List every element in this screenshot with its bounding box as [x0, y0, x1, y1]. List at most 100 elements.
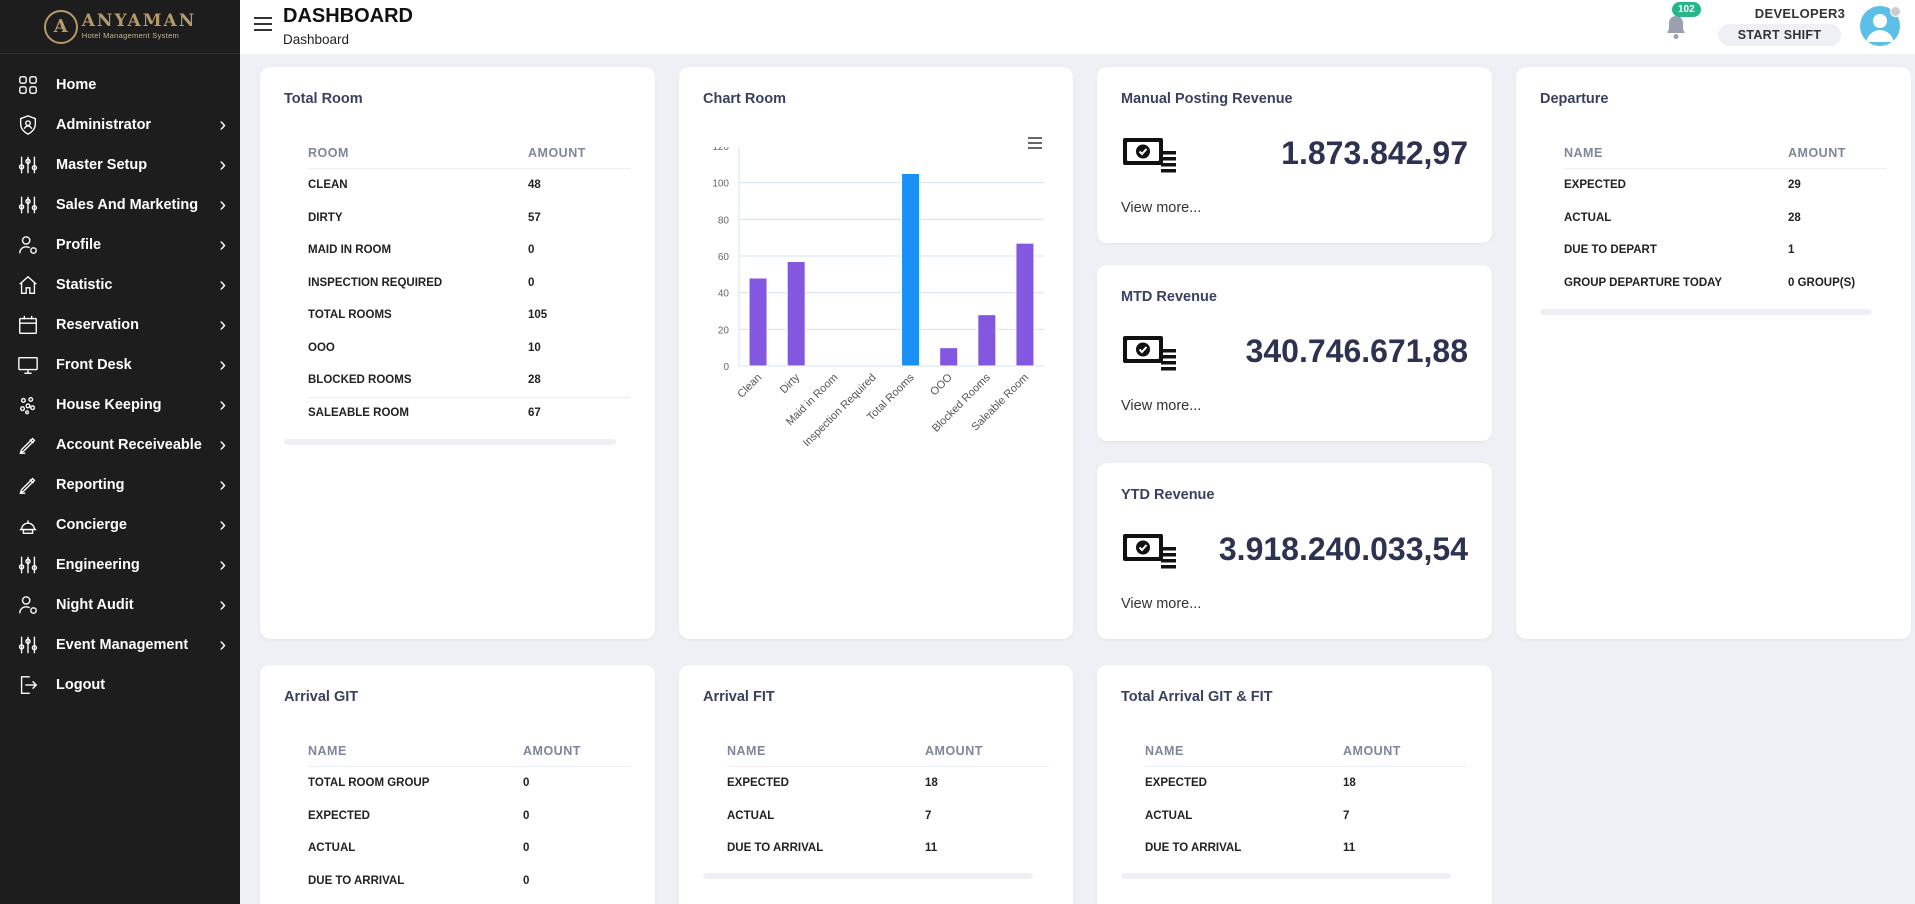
- sidebar-item-master-setup[interactable]: Master Setup ›: [0, 145, 240, 185]
- y-tick-label: 80: [718, 215, 730, 226]
- sidebar-item-label: Front Desk: [56, 357, 132, 373]
- sidebar-item-event-management[interactable]: Event Management ›: [0, 625, 240, 665]
- sidebar-item-reporting[interactable]: Reporting ›: [0, 465, 240, 505]
- row-amount: 0: [523, 842, 530, 855]
- money-check-icon: [1123, 534, 1176, 569]
- sidebar-item-label: Engineering: [56, 557, 140, 573]
- bar-saleable-room[interactable]: [1015, 242, 1035, 367]
- notification-bell-icon[interactable]: [1664, 14, 1688, 40]
- sidebar-item-home[interactable]: Home: [0, 65, 240, 105]
- money-check-icon: [1123, 336, 1176, 371]
- monitor-icon: [16, 353, 40, 377]
- row-label: TOTAL ROOMS: [308, 309, 392, 322]
- row-amount: 0 GROUP(S): [1788, 276, 1856, 289]
- row-amount: 1: [1788, 244, 1795, 257]
- row-amount: 7: [1343, 809, 1350, 822]
- table-row: TOTAL ROOM GROUP 0: [308, 767, 630, 800]
- breadcrumb: Dashboard: [283, 32, 350, 47]
- table-row: EXPECTED 29: [1564, 169, 1886, 202]
- home-grid-icon: [16, 73, 40, 97]
- top-header: DASHBOARD Dashboard 102 DEVELOPER3 START…: [240, 0, 1915, 54]
- page-title: DASHBOARD: [283, 5, 413, 27]
- table-header: NAME AMOUNT: [1145, 735, 1467, 767]
- horizontal-scrollbar[interactable]: [1121, 873, 1451, 879]
- hamburger-menu-icon[interactable]: [254, 17, 272, 31]
- arrival-git-card: Arrival GIT NAME AMOUNT TOTAL ROOM GROUP…: [260, 665, 655, 904]
- sidebar-item-administrator[interactable]: Administrator ›: [0, 105, 240, 145]
- table-row: INSPECTION REQUIRED 0: [308, 267, 630, 300]
- table-row: ACTUAL 0: [308, 832, 630, 865]
- ytd-revenue-value: 3.918.240.033,54: [1218, 531, 1468, 567]
- sidebar-item-concierge[interactable]: Concierge ›: [0, 505, 240, 545]
- table-row: EXPECTED 18: [1145, 767, 1467, 800]
- sidebar-item-night-audit[interactable]: Night Audit ›: [0, 585, 240, 625]
- logo-name: ANYAMAN: [81, 11, 197, 32]
- chevron-right-icon: ›: [219, 193, 226, 216]
- bar-dirty[interactable]: [786, 261, 806, 367]
- sliders-icon: [16, 553, 40, 577]
- ytd-revenue-view-more-link[interactable]: View more...: [1121, 596, 1202, 612]
- sidebar-item-reservation[interactable]: Reservation ›: [0, 305, 240, 345]
- row-label: DUE TO ARRIVAL: [727, 842, 824, 855]
- logo-mark-icon: A: [43, 9, 78, 44]
- sidebar-item-profile[interactable]: Profile ›: [0, 225, 240, 265]
- arrival-fit-title: Arrival FIT: [703, 689, 775, 705]
- manual-revenue-value: 1.873.842,97: [1281, 135, 1468, 171]
- bar-ooo[interactable]: [939, 347, 959, 367]
- manual-revenue-view-more-link[interactable]: View more...: [1121, 200, 1202, 216]
- bar-total-rooms[interactable]: [901, 173, 921, 367]
- arrival-fit-table: NAME AMOUNT EXPECTED 18 ACTUAL 7 DUE TO ARRI…: [727, 735, 1049, 865]
- row-label: OOO: [308, 341, 335, 354]
- manual-posting-revenue-card: Manual Posting Revenue 1.873.842,97 View…: [1097, 67, 1492, 243]
- chevron-right-icon: ›: [219, 313, 226, 336]
- pen-icon: [16, 473, 40, 497]
- pen-icon: [16, 433, 40, 457]
- table-row: DUE TO DEPART 1: [1564, 234, 1886, 267]
- row-amount: 105: [528, 309, 548, 322]
- y-tick-label: 120: [712, 147, 729, 153]
- sidebar-item-label: Account Receiveable: [56, 437, 202, 453]
- row-amount: 7: [925, 809, 932, 822]
- y-tick-label: 100: [712, 179, 729, 190]
- table-header: NAME AMOUNT: [1564, 137, 1886, 169]
- chart-menu-icon[interactable]: [1028, 137, 1042, 149]
- column-header-name: NAME: [727, 743, 766, 758]
- bar-blocked-rooms[interactable]: [977, 314, 997, 367]
- row-label: EXPECTED: [308, 809, 370, 822]
- start-shift-button[interactable]: START SHIFT: [1718, 24, 1841, 46]
- chevron-right-icon: ›: [219, 153, 226, 176]
- sidebar-item-account-receiveable[interactable]: Account Receiveable ›: [0, 425, 240, 465]
- column-header-name: NAME: [1564, 145, 1603, 160]
- sidebar-item-statistic[interactable]: Statistic ›: [0, 265, 240, 305]
- horizontal-scrollbar[interactable]: [1540, 309, 1872, 315]
- column-header-amount: AMOUNT: [1788, 145, 1846, 160]
- sidebar-item-logout[interactable]: Logout: [0, 665, 240, 705]
- column-header-amount: AMOUNT: [523, 743, 581, 758]
- sidebar-item-front-desk[interactable]: Front Desk ›: [0, 345, 240, 385]
- table-row: ACTUAL 7: [727, 800, 1049, 833]
- chevron-right-icon: ›: [219, 433, 226, 456]
- arrival-git-title: Arrival GIT: [284, 689, 359, 705]
- y-tick-label: 40: [718, 289, 730, 300]
- notification-count-badge: 102: [1672, 2, 1701, 17]
- bar-clean[interactable]: [748, 277, 768, 367]
- horizontal-scrollbar[interactable]: [284, 439, 616, 445]
- mtd-revenue-value: 340.746.671,88: [1245, 333, 1468, 369]
- table-row: ACTUAL 28: [1564, 202, 1886, 235]
- sidebar-item-house-keeping[interactable]: House Keeping ›: [0, 385, 240, 425]
- house-icon: [16, 273, 40, 297]
- sidebar-menu: Home Administrator › Master Setup › Sales And…: [0, 54, 240, 705]
- table-row: DIRTY 57: [308, 202, 630, 235]
- column-header-name: NAME: [308, 743, 347, 758]
- total-room-title: Total Room: [284, 91, 363, 107]
- mtd-revenue-view-more-link[interactable]: View more...: [1121, 398, 1202, 414]
- sidebar-item-sales-and-marketing[interactable]: Sales And Marketing ›: [0, 185, 240, 225]
- sidebar-item-engineering[interactable]: Engineering ›: [0, 545, 240, 585]
- app-logo[interactable]: A ANYAMAN Hotel Management System: [0, 0, 240, 54]
- chevron-right-icon: ›: [219, 113, 226, 136]
- horizontal-scrollbar[interactable]: [703, 873, 1033, 879]
- user-name[interactable]: DEVELOPER3: [1754, 6, 1846, 21]
- calendar-icon: [16, 313, 40, 337]
- row-amount: 0: [523, 777, 530, 790]
- sidebar-item-label: Night Audit: [56, 597, 134, 613]
